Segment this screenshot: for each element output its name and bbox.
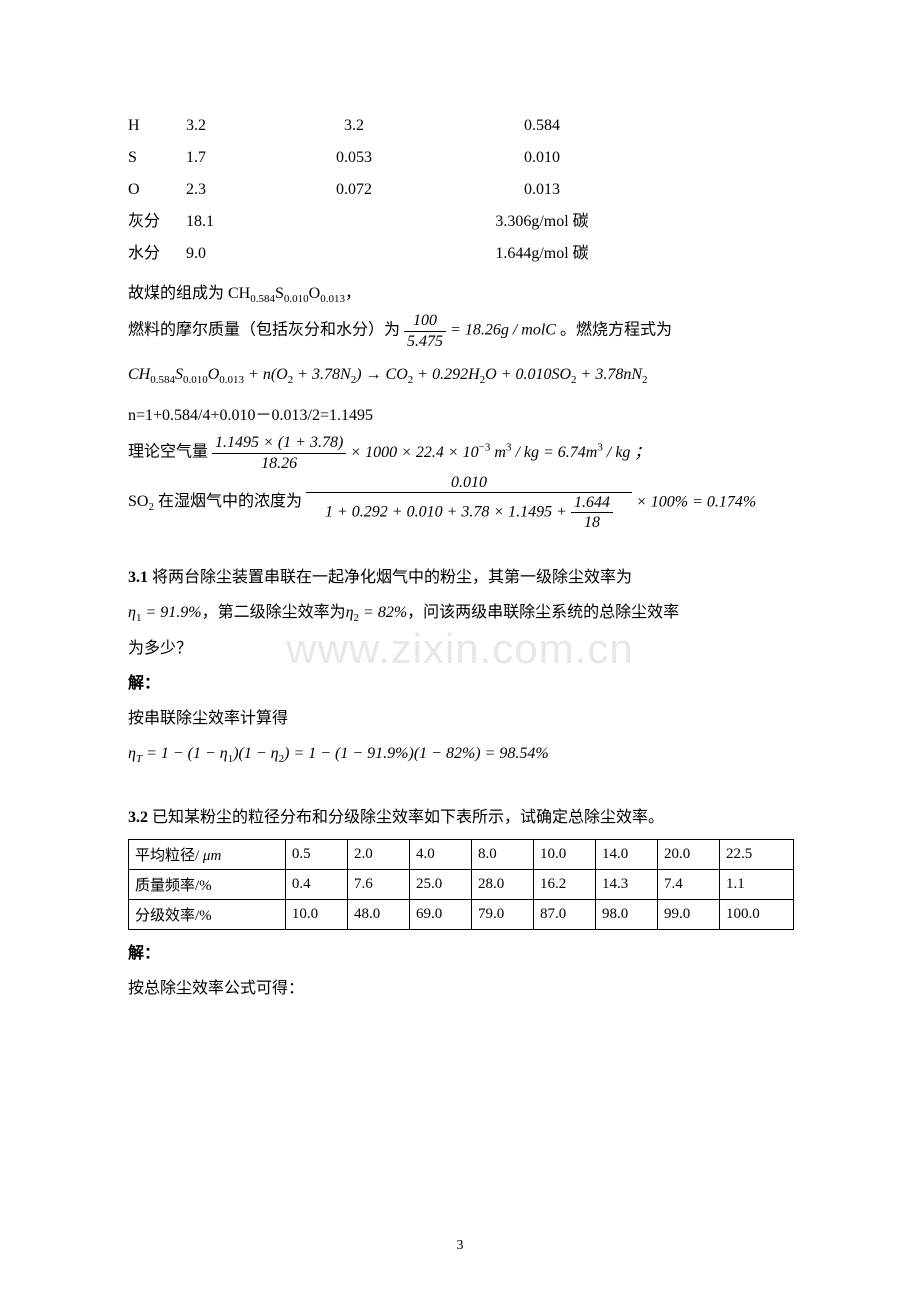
q31-text: 3.1 将两台除尘装置串联在一起净化烟气中的粉尘，其第一级除尘效率为	[128, 560, 794, 595]
page-number: 3	[457, 1238, 464, 1254]
table-row: 平均粒径/ μm0.52.04.08.010.014.020.022.5	[129, 839, 794, 869]
q32-text: 3.2 已知某粉尘的粒径分布和分级除尘效率如下表所示，试确定总除尘效率。	[128, 800, 794, 835]
combustion-eq: CH0.584S0.010O0.013 + n(O2 + 3.78N2) → C…	[128, 357, 794, 392]
q31-sol-line: 按串联除尘效率计算得	[128, 701, 794, 736]
composition-table: H3.23.20.584S1.70.0530.010O2.30.0720.013…	[128, 110, 640, 270]
table-row: 质量频率/%0.47.625.028.016.214.37.41.1	[129, 869, 794, 899]
table-row: H3.23.20.584	[128, 110, 640, 142]
table-row: 水分9.01.644g/mol 碳	[128, 238, 640, 270]
theoretical-air: 理论空气量 1.1495 × (1 + 3.78)18.26 × 1000 × …	[128, 433, 794, 472]
q32-sol-line: 按总除尘效率公式可得：	[128, 971, 794, 1006]
table-row: 灰分18.13.306g/mol 碳	[128, 206, 640, 238]
q32-sol-label: 解：	[128, 936, 794, 971]
n-calc: n=1+0.584/4+0.010－0.013/2=1.1495	[128, 398, 794, 433]
composition-formula: 故煤的组成为 CH0.584S0.010O0.013，	[128, 276, 794, 311]
q31-text2: η1 = 91.9%，第二级除尘效率为η2 = 82%，问该两级串联除尘系统的总…	[128, 595, 794, 630]
table-row: S1.70.0530.010	[128, 142, 640, 174]
so2-concentration: SO2 在湿烟气中的浓度为 0.010 1 + 0.292 + 0.010 + …	[128, 473, 794, 533]
table-row: 分级效率/%10.048.069.079.087.098.099.0100.0	[129, 899, 794, 929]
page-content: H3.23.20.584S1.70.0530.010O2.30.0720.013…	[128, 110, 794, 1006]
particle-table: 平均粒径/ μm0.52.04.08.010.014.020.022.5质量频率…	[128, 839, 794, 930]
q31-text3: 为多少？	[128, 631, 794, 666]
molar-mass-line: 燃料的摩尔质量（包括灰分和水分）为 1005.475 = 18.26g / mo…	[128, 311, 794, 350]
table-row: O2.30.0720.013	[128, 174, 640, 206]
q31-sol-label: 解：	[128, 666, 794, 701]
q31-eq: ηT = 1 − (1 − η1)(1 − η2) = 1 − (1 − 91.…	[128, 736, 794, 771]
